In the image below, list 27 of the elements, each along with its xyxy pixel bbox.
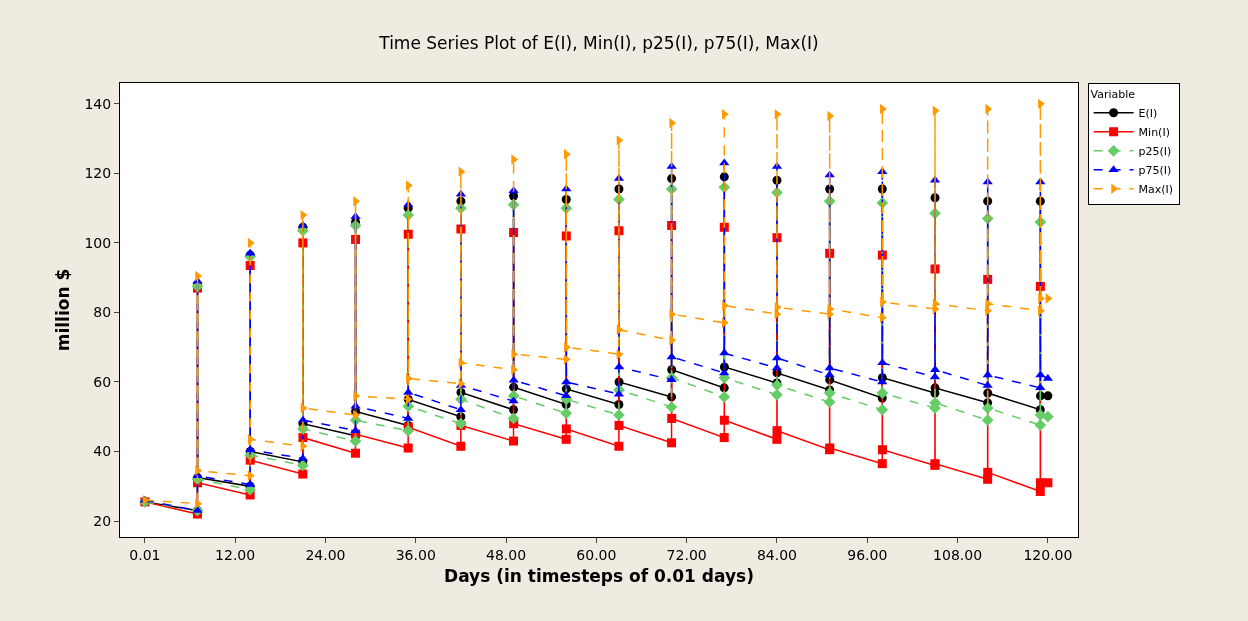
x-tick-label: 36.00	[395, 546, 436, 563]
x-axis-title: Days (in timesteps of 0.01 days)	[444, 566, 754, 587]
legend-label: Min(I)	[1138, 126, 1170, 140]
legend-label: E(I)	[1138, 107, 1158, 121]
x-tick-label: 12.00	[215, 546, 256, 563]
y-tick-label: 140	[84, 95, 112, 112]
x-tick-label: 48.00	[486, 546, 527, 563]
y-tick-label: 100	[84, 234, 112, 251]
chart-title: Time Series Plot of E(I), Min(I), p25(I), p75(I), Max(I)	[378, 33, 819, 54]
y-tick-label: 120	[84, 165, 112, 182]
legend-label: Max(I)	[1138, 183, 1174, 197]
y-tick-label: 40	[93, 443, 112, 460]
x-tick-label: 108.00	[933, 546, 983, 563]
legend-label: p75(I)	[1138, 164, 1172, 178]
x-tick-label: 24.00	[305, 546, 346, 563]
legend-title: Variable	[1090, 88, 1136, 102]
y-tick-label: 60	[93, 373, 112, 390]
y-tick-label: 20	[93, 512, 112, 529]
x-tick-label: 96.00	[847, 546, 888, 563]
x-tick-label: 72.00	[666, 546, 707, 563]
x-tick-label: 0.01	[129, 546, 161, 563]
legend-label: p25(I)	[1138, 145, 1172, 159]
x-tick-label: 84.00	[756, 546, 798, 563]
x-tick-label: 120.00	[1023, 546, 1073, 563]
x-tick-label: 60.00	[576, 546, 617, 563]
y-axis-title: million $	[53, 268, 74, 352]
y-tick-label: 80	[93, 304, 112, 321]
